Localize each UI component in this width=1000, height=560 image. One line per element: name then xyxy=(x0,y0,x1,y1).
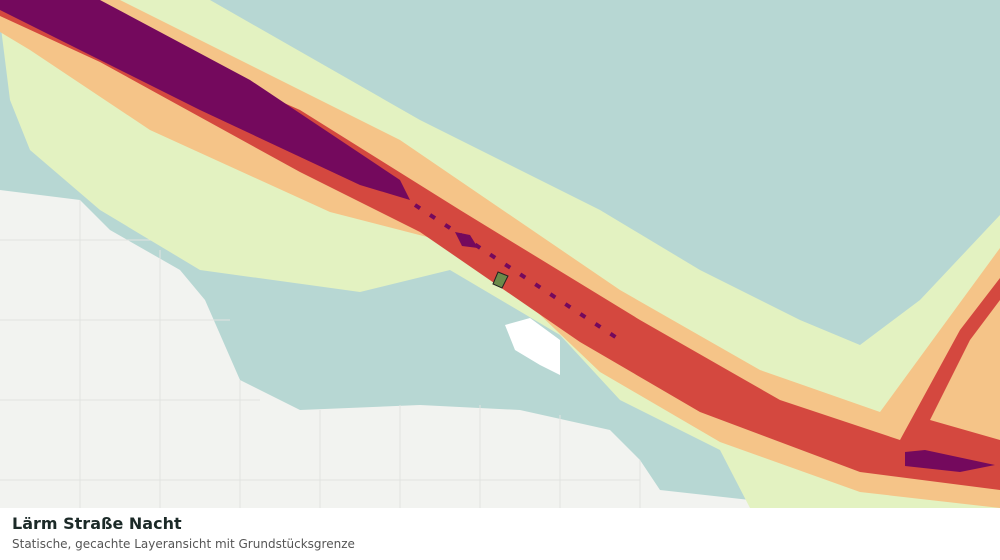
noise-map xyxy=(0,0,1000,508)
layer-subtitle: Statische, gecachte Layeransicht mit Gru… xyxy=(12,537,355,551)
footer: Lärm Straße Nacht Statische, gecachte La… xyxy=(0,508,1000,560)
white-patch xyxy=(505,318,560,375)
layer-title: Lärm Straße Nacht xyxy=(12,514,182,533)
property-boundary xyxy=(492,271,509,289)
noise-band-max xyxy=(0,0,410,200)
noise-band-mid-inner xyxy=(965,340,1000,432)
noise-band-max-dashes xyxy=(413,203,622,342)
noise-band-max xyxy=(905,450,995,472)
land xyxy=(0,190,750,508)
